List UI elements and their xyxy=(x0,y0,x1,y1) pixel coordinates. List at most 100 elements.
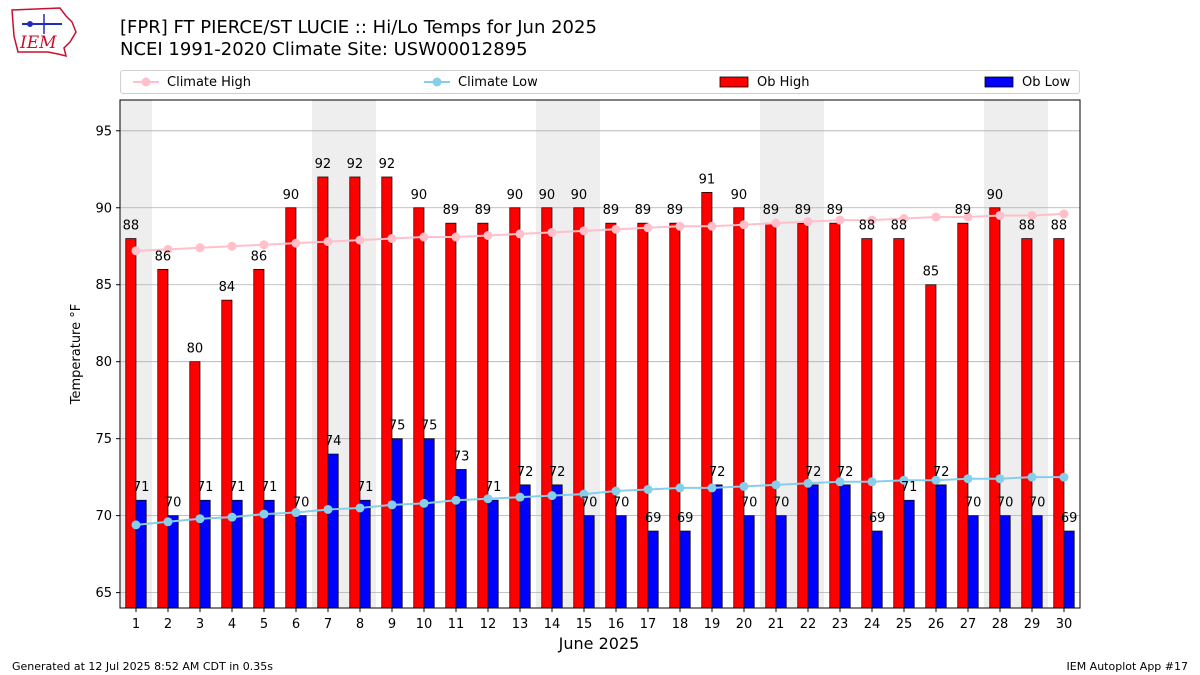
bar-ob-low-day-18 xyxy=(679,530,691,609)
label-ob-low-day-1: 71 xyxy=(133,480,150,495)
x-tick-label-23: 23 xyxy=(832,617,849,632)
bar-ob-high-day-17 xyxy=(637,222,649,609)
legend-item-climate-low: Climate Low xyxy=(424,71,538,93)
bar-ob-low-day-28 xyxy=(999,515,1011,609)
climate-low-point-day-28 xyxy=(995,474,1005,484)
climate-low-point-day-15 xyxy=(579,489,589,499)
bar-ob-low-day-30 xyxy=(1063,530,1075,609)
bar-ob-low-day-21 xyxy=(775,515,787,609)
label-ob-high-day-5: 86 xyxy=(251,249,268,264)
bar-ob-low-day-7 xyxy=(327,453,339,609)
bar-ob-high-day-25 xyxy=(893,238,905,609)
climate-high-point-day-15 xyxy=(579,226,589,236)
climate-low-point-day-3 xyxy=(195,514,205,524)
climate-high-point-day-10 xyxy=(419,232,429,242)
climate-low-point-day-12 xyxy=(483,494,493,504)
bar-ob-low-day-15 xyxy=(583,515,595,609)
legend-item-climate-high: Climate High xyxy=(133,71,251,93)
climate-low-point-day-11 xyxy=(451,495,461,505)
bar-ob-high-day-23 xyxy=(829,222,841,609)
x-tick-label-22: 22 xyxy=(800,617,817,632)
legend-item-ob-low: Ob Low xyxy=(984,71,1070,93)
y-tick-label-90: 90 xyxy=(95,201,112,216)
climate-high-point-day-24 xyxy=(867,215,877,225)
climate-high-point-day-3 xyxy=(195,243,205,253)
x-tick-label-26: 26 xyxy=(928,617,945,632)
bar-ob-high-day-21 xyxy=(765,222,777,609)
label-ob-high-day-26: 85 xyxy=(923,265,940,280)
bar-ob-high-day-18 xyxy=(669,222,681,609)
label-ob-high-day-23: 89 xyxy=(827,203,844,218)
climate-high-point-day-17 xyxy=(643,223,653,233)
climate-high-point-day-26 xyxy=(931,212,941,222)
label-ob-high-day-15: 90 xyxy=(571,188,588,203)
climate-lines xyxy=(131,209,1069,530)
climate-high-point-day-23 xyxy=(835,215,845,225)
x-tick-label-2: 2 xyxy=(164,617,172,632)
x-tick-label-24: 24 xyxy=(864,617,881,632)
x-tick-label-17: 17 xyxy=(640,617,657,632)
bar-ob-low-day-19 xyxy=(711,484,723,609)
x-tick-label-6: 6 xyxy=(292,617,300,632)
bar-ob-low-day-24 xyxy=(871,530,883,609)
climate-high-point-day-12 xyxy=(483,230,493,240)
label-ob-high-day-20: 90 xyxy=(731,188,748,203)
climate-high-point-day-27 xyxy=(963,212,973,222)
bars xyxy=(125,176,1075,609)
y-tick-label-95: 95 xyxy=(95,124,112,139)
bar-ob-high-day-13 xyxy=(509,207,521,609)
bar-ob-high-day-28 xyxy=(989,207,1001,609)
label-ob-low-day-14: 72 xyxy=(549,465,566,480)
x-tick-label-14: 14 xyxy=(544,617,561,632)
climate-high-point-day-2 xyxy=(163,244,173,254)
label-ob-high-day-22: 89 xyxy=(795,203,812,218)
bar-ob-low-day-26 xyxy=(935,484,947,609)
bar-ob-high-day-27 xyxy=(957,222,969,609)
bar-ob-high-day-4 xyxy=(221,299,233,609)
y-tick-label-85: 85 xyxy=(95,278,112,293)
legend: Climate High Climate Low Ob High Ob Low xyxy=(120,70,1080,94)
climate-low-point-day-29 xyxy=(1027,472,1037,482)
bar-ob-low-day-12 xyxy=(487,499,499,609)
bar-ob-low-day-13 xyxy=(519,484,531,609)
label-ob-high-day-19: 91 xyxy=(699,172,716,187)
bar-ob-high-day-19 xyxy=(701,192,713,609)
climate-low-point-day-23 xyxy=(835,477,845,487)
x-tick-label-20: 20 xyxy=(736,617,753,632)
label-ob-high-day-18: 89 xyxy=(667,203,684,218)
legend-item-ob-high: Ob High xyxy=(719,71,810,93)
climate-high-point-day-6 xyxy=(291,238,301,248)
chart-title: [FPR] FT PIERCE/ST LUCIE :: Hi/Lo Temps … xyxy=(120,17,597,38)
label-ob-low-day-21: 70 xyxy=(773,496,790,511)
legend-label-ob-high: Ob High xyxy=(757,74,810,90)
label-ob-low-day-28: 70 xyxy=(997,496,1014,511)
climate-low-point-day-10 xyxy=(419,498,429,508)
bar-ob-high-day-14 xyxy=(541,207,553,609)
label-ob-high-day-17: 89 xyxy=(635,203,652,218)
bar-ob-low-day-29 xyxy=(1031,515,1043,609)
climate-low-point-day-7 xyxy=(323,504,333,514)
y-tick-label-65: 65 xyxy=(95,586,112,601)
x-tick-label-27: 27 xyxy=(960,617,977,632)
gridlines xyxy=(120,130,1080,594)
label-ob-high-day-6: 90 xyxy=(283,188,300,203)
climate-high-point-day-7 xyxy=(323,237,333,247)
climate-high-point-day-11 xyxy=(451,232,461,242)
climate-high-point-day-5 xyxy=(259,240,269,250)
label-ob-low-day-30: 69 xyxy=(1061,511,1078,526)
label-ob-high-day-1: 88 xyxy=(123,219,140,234)
x-tick-label-30: 30 xyxy=(1056,617,1073,632)
climate-high-point-day-4 xyxy=(227,241,237,251)
label-ob-high-day-25: 88 xyxy=(891,219,908,234)
bar-ob-low-day-11 xyxy=(455,469,467,609)
label-ob-low-day-2: 70 xyxy=(165,496,182,511)
bar-ob-low-day-6 xyxy=(295,515,307,609)
climate-low-swatch xyxy=(424,77,450,87)
bar-ob-low-day-10 xyxy=(423,438,435,609)
climate-high-point-day-8 xyxy=(355,235,365,245)
label-ob-low-day-9: 75 xyxy=(389,419,406,434)
label-ob-high-day-21: 89 xyxy=(763,203,780,218)
legend-label-climate-low: Climate Low xyxy=(458,74,538,90)
